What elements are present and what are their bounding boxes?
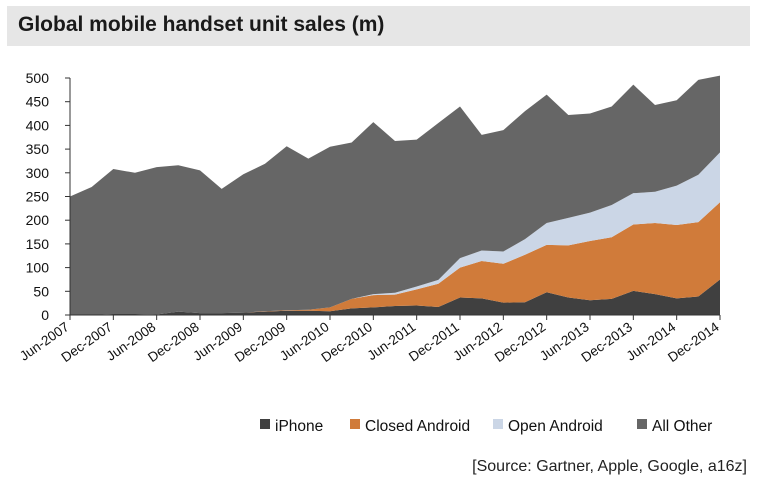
y-tick-label: 400 — [26, 117, 50, 133]
y-tick-label: 200 — [26, 212, 50, 228]
legend-label-closed-android: Closed Android — [365, 418, 470, 435]
y-tick-label: 300 — [26, 165, 50, 181]
y-tick-label: 0 — [41, 307, 49, 323]
legend-label-all-other: All Other — [652, 418, 712, 435]
y-tick-label: 150 — [26, 236, 50, 252]
y-tick-label: 250 — [26, 189, 50, 205]
y-tick-label: 450 — [26, 94, 50, 110]
y-tick-label: 50 — [33, 283, 49, 299]
legend-swatch-open-android — [493, 419, 503, 429]
area-open-android — [70, 152, 720, 315]
y-tick-label: 100 — [26, 260, 50, 276]
source-note: [Source: Gartner, Apple, Google, a16z] — [472, 458, 747, 475]
legend-swatch-all-other — [637, 419, 647, 429]
legend-swatch-iphone — [260, 419, 270, 429]
legend-swatch-closed-android — [350, 419, 360, 429]
y-tick-label: 500 — [26, 70, 50, 86]
legend: iPhone Closed Android Open Android All Othe… — [260, 418, 712, 435]
area-closed-android — [70, 202, 720, 315]
legend-label-open-android: Open Android — [508, 418, 603, 435]
y-axis: 0 50 100 150 200 250 300 350 400 450 500 — [26, 70, 71, 323]
y-tick-label: 350 — [26, 141, 50, 157]
chart-title: Global mobile handset unit sales (m) — [18, 13, 385, 36]
area-iphone — [70, 279, 720, 315]
legend-label-iphone: iPhone — [275, 418, 323, 435]
area-all-other — [70, 75, 720, 315]
title-band: Global mobile handset unit sales (m) — [7, 6, 750, 46]
area-series-group — [70, 75, 720, 315]
x-axis: Jun-2007Dec-2007Jun-2008Dec-2008Jun-2009… — [17, 314, 722, 365]
